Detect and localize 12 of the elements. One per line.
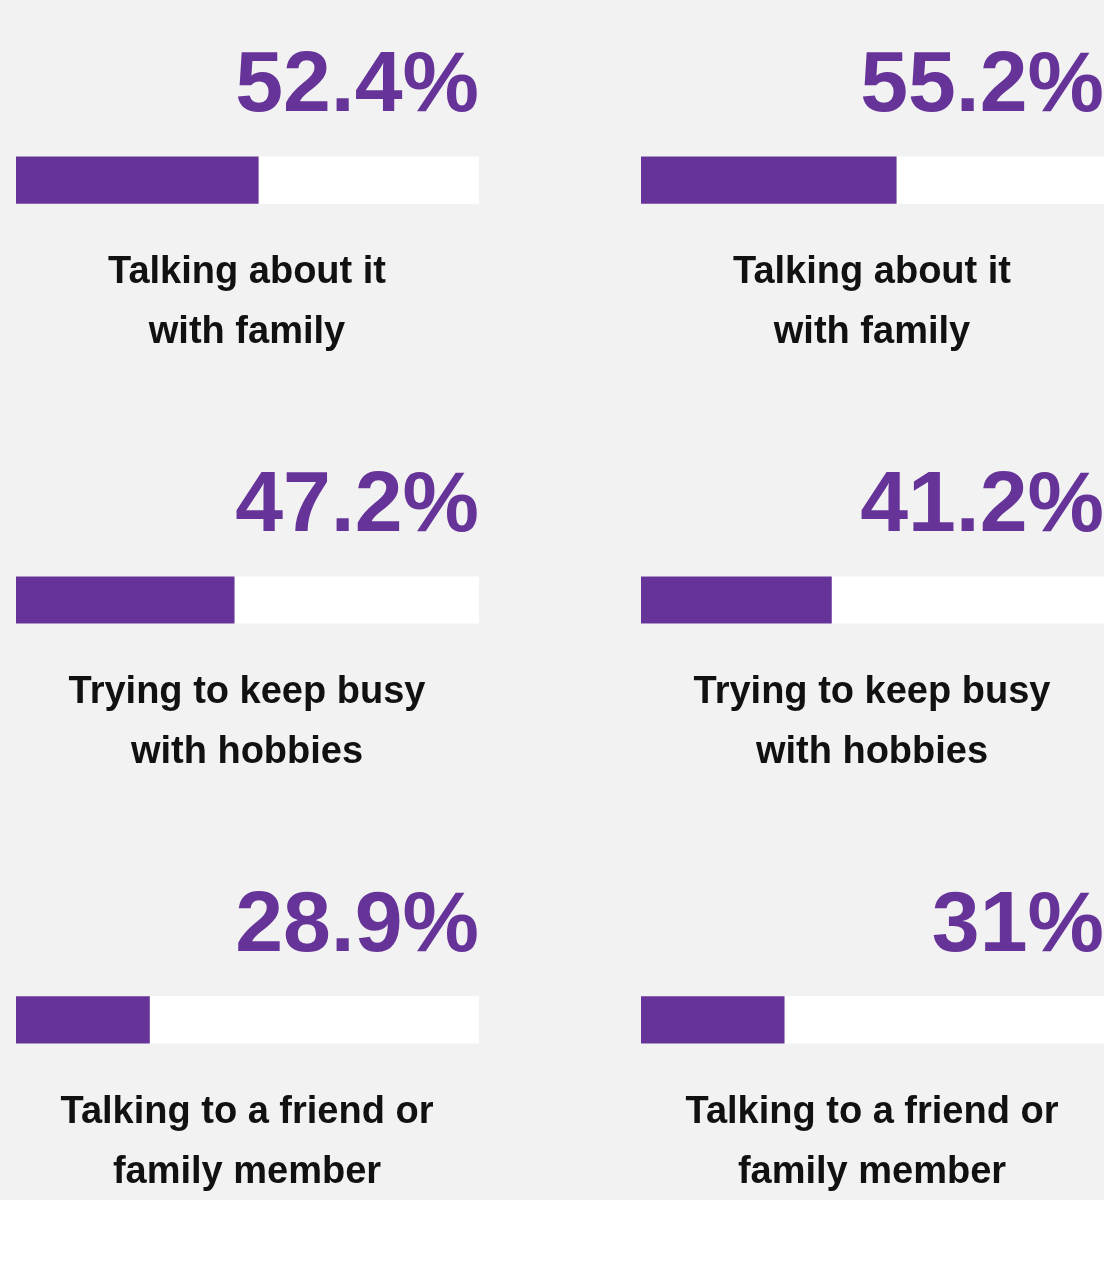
category-label: Talking about it with family <box>108 249 386 352</box>
category-label: Talking to a friend or family member <box>685 1088 1059 1191</box>
data-label: 31% <box>931 872 1104 969</box>
category-label: Trying to keep busy with hobbies <box>693 669 1051 771</box>
category-label: Trying to keep busy with hobbies <box>68 669 426 771</box>
data-label: 52.4% <box>235 33 479 130</box>
data-label: 41.2% <box>860 453 1104 549</box>
data-label: 55.2% <box>860 33 1104 130</box>
data-label: 47.2% <box>235 453 479 549</box>
data-label: 28.9% <box>235 872 479 969</box>
category-label: Talking about it with family <box>733 249 1011 352</box>
category-label: Talking to a friend or family member <box>60 1088 434 1191</box>
